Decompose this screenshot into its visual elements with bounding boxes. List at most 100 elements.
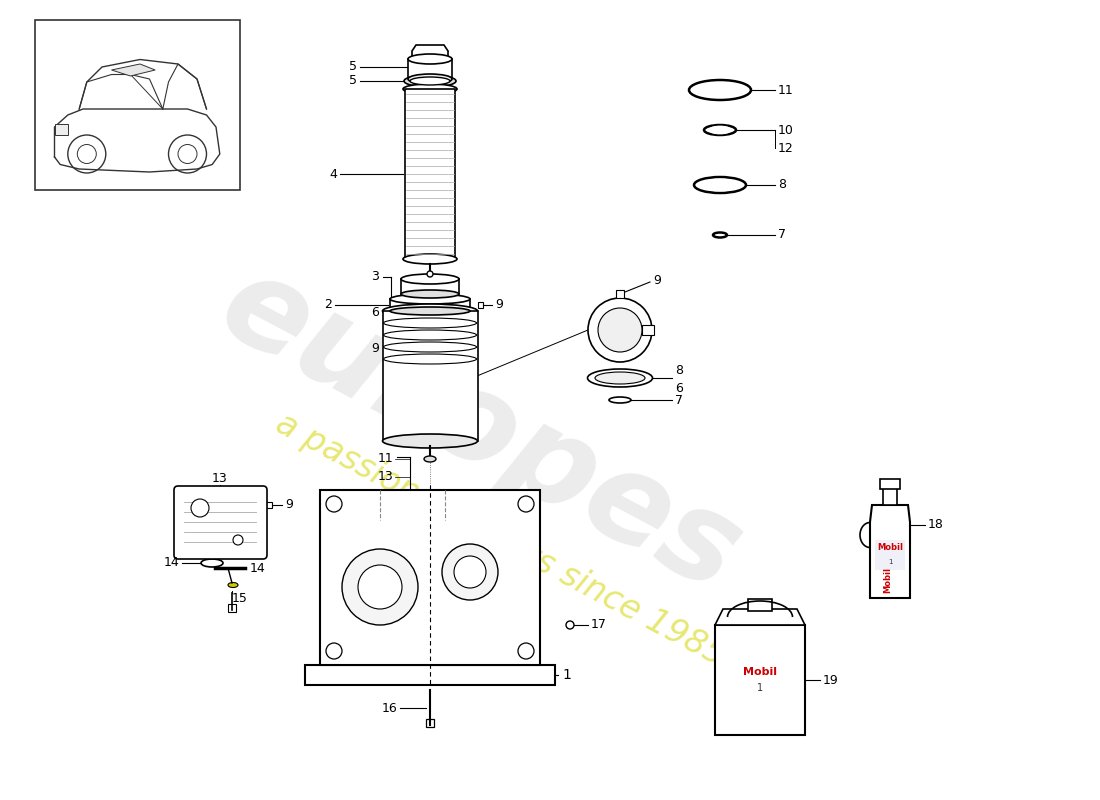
Bar [715,625,805,735]
Text: 2: 2 [324,298,332,311]
Text: 14: 14 [377,487,393,501]
Text: 9: 9 [495,298,503,311]
Text: 1: 1 [562,668,571,682]
Ellipse shape [384,354,476,364]
Ellipse shape [713,233,727,238]
Text: 9: 9 [285,498,293,511]
Text: 6: 6 [371,306,380,319]
Circle shape [427,271,433,277]
Text: 6: 6 [675,382,683,394]
Text: 14: 14 [250,562,266,574]
Ellipse shape [404,75,456,87]
Bar [266,502,272,508]
Bar [616,290,624,298]
Text: a passion for parts since 1985: a passion for parts since 1985 [270,407,730,673]
Bar [305,665,556,685]
Bar [408,59,452,79]
Polygon shape [715,609,805,625]
Polygon shape [55,109,220,172]
Ellipse shape [384,318,476,328]
Text: 8: 8 [778,178,786,191]
Circle shape [566,621,574,629]
Polygon shape [55,124,68,134]
Ellipse shape [410,77,450,85]
Text: 1: 1 [757,683,763,693]
Polygon shape [870,505,910,598]
Text: 12: 12 [778,142,794,154]
Ellipse shape [587,369,652,387]
Circle shape [233,535,243,545]
Bar [390,299,470,311]
Ellipse shape [702,180,738,190]
Ellipse shape [710,127,730,133]
Bar [880,479,900,489]
Bar [383,311,478,441]
Circle shape [342,549,418,625]
Text: 11: 11 [377,453,393,466]
Ellipse shape [403,84,456,94]
Text: 18: 18 [928,518,944,531]
Ellipse shape [384,342,476,352]
Bar [426,719,434,727]
Text: 7: 7 [675,394,683,406]
Circle shape [598,308,642,352]
Bar [883,487,896,505]
Text: 8: 8 [675,363,683,377]
Ellipse shape [609,397,631,403]
Text: 7: 7 [778,229,786,242]
Text: 14: 14 [163,557,179,570]
Text: 5: 5 [349,74,358,87]
Ellipse shape [384,330,476,340]
Polygon shape [111,64,155,76]
Text: 1: 1 [888,559,892,565]
Circle shape [454,556,486,588]
Text: Mobil: Mobil [742,667,777,677]
Ellipse shape [408,54,452,64]
Bar [228,604,236,612]
Bar [402,279,459,294]
Bar [874,540,905,570]
Bar [748,599,772,611]
Ellipse shape [402,290,459,298]
Circle shape [191,499,209,517]
Ellipse shape [390,294,470,304]
Ellipse shape [402,274,459,284]
Ellipse shape [383,304,477,318]
Bar [405,89,455,259]
Circle shape [326,643,342,659]
Ellipse shape [390,307,470,315]
Ellipse shape [704,125,736,135]
Ellipse shape [403,254,456,264]
Text: 5: 5 [349,61,358,74]
Text: 10: 10 [778,123,794,137]
Ellipse shape [201,559,223,567]
Text: 4: 4 [329,167,337,181]
Ellipse shape [383,434,477,448]
Text: 3: 3 [371,270,380,283]
Text: Mobil: Mobil [883,567,892,593]
Circle shape [588,298,652,362]
Ellipse shape [697,84,742,96]
Text: 13: 13 [377,470,393,483]
Text: 19: 19 [823,674,838,686]
Circle shape [518,496,534,512]
Ellipse shape [595,372,645,384]
Text: 15: 15 [377,522,393,535]
Polygon shape [412,45,448,59]
Bar [478,302,483,308]
Circle shape [358,565,402,609]
Ellipse shape [689,80,751,100]
Ellipse shape [228,582,238,587]
Text: 9: 9 [371,342,380,355]
Circle shape [326,496,342,512]
Circle shape [518,643,534,659]
Ellipse shape [408,74,452,84]
Text: Mobil: Mobil [877,543,903,553]
Text: 16: 16 [382,702,397,714]
Text: 9: 9 [653,274,661,286]
Circle shape [442,544,498,600]
Text: 11: 11 [778,83,794,97]
Text: 15: 15 [232,591,248,605]
Ellipse shape [424,456,436,462]
Text: 17: 17 [591,618,607,631]
